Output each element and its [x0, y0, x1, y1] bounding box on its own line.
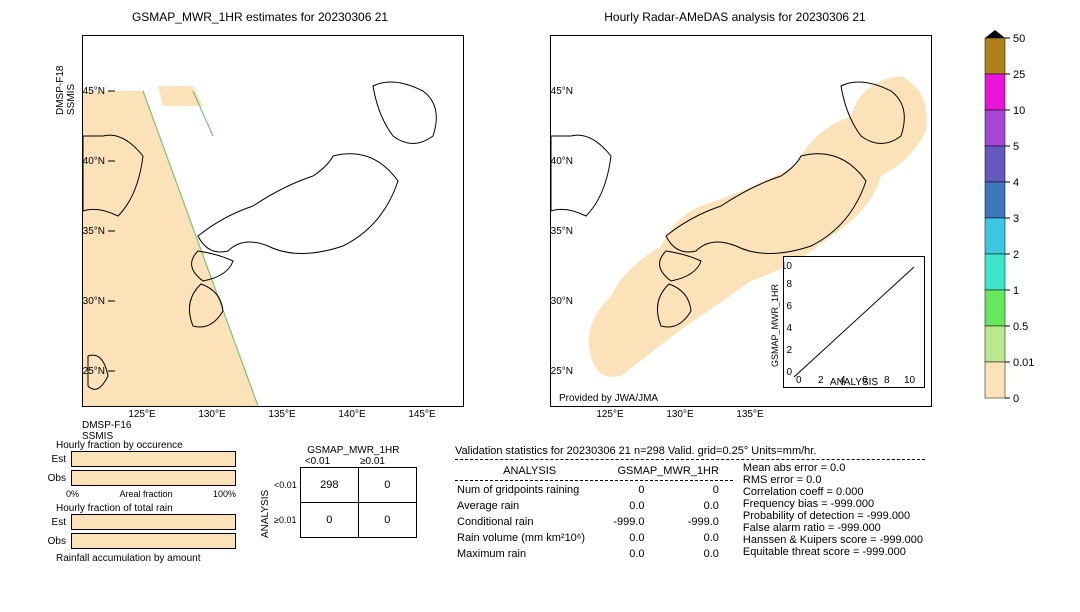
svg-text:2: 2 [1013, 249, 1019, 261]
svg-text:135°E: 135°E [268, 409, 296, 420]
svg-text:4: 4 [1013, 177, 1019, 189]
svg-text:0.01: 0.01 [1013, 357, 1034, 369]
bars-panel: Hourly fraction by occurence Est Obs 0%A… [36, 440, 236, 564]
svg-text:40°N: 40°N [551, 156, 573, 167]
map-footer: Provided by JWA/JMA [559, 393, 658, 404]
left-map-title: GSMAP_MWR_1HR estimates for 20230306 21 [60, 10, 460, 24]
svg-text:5: 5 [1013, 141, 1019, 153]
svg-text:30°N: 30°N [83, 296, 105, 307]
svg-text:1: 1 [1013, 285, 1019, 297]
svg-text:125°E: 125°E [596, 409, 624, 420]
left-lon-ticks: 125°E 130°E 135°E 140°E 145°E [82, 405, 462, 428]
svg-text:6: 6 [786, 301, 792, 312]
svg-text:0: 0 [786, 367, 792, 378]
svg-text:8: 8 [884, 375, 890, 386]
svg-text:25°N: 25°N [551, 366, 573, 377]
svg-text:125°E: 125°E [128, 409, 156, 420]
svg-text:2: 2 [818, 375, 824, 386]
svg-text:2: 2 [786, 345, 792, 356]
right-map: 45°N 40°N 35°N 30°N 25°N Provided by JWA… [550, 35, 932, 407]
left-map-ylabel-top: DMSP-F18SSMIS [55, 55, 77, 115]
contingency-panel: GSMAP_MWR_1HR <0.01 ≥0.01 ANALYSIS <0.01… [260, 445, 417, 538]
svg-text:3: 3 [1013, 213, 1019, 225]
svg-text:25: 25 [1013, 69, 1025, 81]
svg-text:45°N: 45°N [551, 86, 573, 97]
svg-text:35°N: 35°N [83, 226, 105, 237]
svg-text:40°N: 40°N [83, 156, 105, 167]
svg-text:50: 50 [1013, 33, 1025, 45]
left-map: 45°N 40°N 35°N 30°N 25°N [82, 35, 464, 407]
svg-text:10: 10 [1013, 105, 1025, 117]
right-map-title: Hourly Radar-AMeDAS analysis for 2023030… [535, 10, 935, 24]
svg-text:0: 0 [1013, 393, 1019, 405]
svg-text:135°E: 135°E [736, 409, 764, 420]
svg-text:140°E: 140°E [338, 409, 366, 420]
svg-text:4: 4 [786, 323, 792, 334]
svg-text:4: 4 [840, 375, 846, 386]
scatter-inset: ANALYSIS 024 6810 02 46 810 GSMAP_MWR_1H… [783, 256, 925, 388]
svg-text:145°E: 145°E [408, 409, 436, 420]
svg-text:ANALYSIS: ANALYSIS [830, 377, 878, 387]
svg-text:130°E: 130°E [198, 409, 226, 420]
lat-ticks-r: 45°N 40°N 35°N 30°N 25°N [551, 86, 573, 377]
svg-text:25°N: 25°N [83, 366, 105, 377]
svg-text:0: 0 [796, 375, 802, 386]
svg-text:0.5: 0.5 [1013, 321, 1028, 333]
svg-text:6: 6 [862, 375, 868, 386]
svg-text:8: 8 [786, 279, 792, 290]
svg-text:35°N: 35°N [551, 226, 573, 237]
validation-panel: Validation statistics for 20230306 21 n=… [455, 445, 925, 563]
svg-text:130°E: 130°E [666, 409, 694, 420]
left-map-ylabel-bottom: DMSP-F16SSMIS [82, 420, 131, 442]
svg-text:10: 10 [904, 375, 916, 386]
svg-text:45°N: 45°N [83, 86, 105, 97]
svg-text:30°N: 30°N [551, 296, 573, 307]
swath-fill [83, 86, 258, 406]
colorbar: 50 25 10 5 4 3 2 1 0.5 0.01 0 [975, 30, 1065, 410]
svg-text:10: 10 [784, 261, 792, 272]
right-lon-ticks: 125°E 130°E 135°E [550, 405, 930, 428]
